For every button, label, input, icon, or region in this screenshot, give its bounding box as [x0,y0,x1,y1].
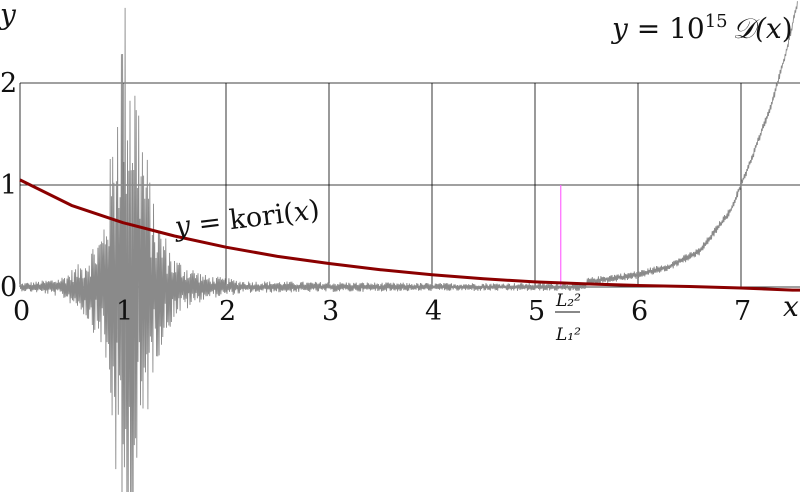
kori-series-label: y = kori(x) [172,194,321,243]
series-d-line [19,1,798,492]
d-label-end: ) [782,12,793,45]
x-tick-label-3: 3 [322,296,339,327]
marker-label-bottom: L₁² [555,325,581,345]
d-label-exp: 15 [705,11,728,32]
tick-labels: 0 1 2 3 4 5 6 7 0 1 2 [0,68,751,327]
kori-label-x: x [292,196,311,229]
d-label-y: y [610,12,629,45]
y-tick-label-1: 1 [0,170,17,201]
x-axis-label: x [783,290,799,323]
x-tick-label-2: 2 [219,296,236,327]
kori-label-y: y [172,210,193,243]
x-tick-label-0: 0 [13,296,30,327]
x-tick-label-7: 7 [734,296,751,327]
kori-label-end: ) [307,194,321,226]
x-tick-label-5: 5 [528,296,545,327]
x-tick-label-1: 1 [116,296,133,327]
marker-label: L₂² L₁² [555,291,581,345]
d-label-func: 𝒟( [733,12,767,45]
y-tick-label-0: 0 [0,272,17,303]
x-tick-label-6: 6 [631,296,648,327]
y-tick-label-2: 2 [0,68,17,99]
d-series-label: y = 1015 𝒟(x) [610,11,793,45]
kori-label-mid: = kori( [188,198,295,242]
y-axis-label: y [0,0,17,31]
marker-label-top: L₂² [555,291,581,311]
series-kori-line [19,178,800,292]
series-layer [19,1,800,492]
d-label-x: x [766,12,782,45]
d-label-base: = 10 [628,12,705,45]
x-tick-label-4: 4 [425,296,442,327]
